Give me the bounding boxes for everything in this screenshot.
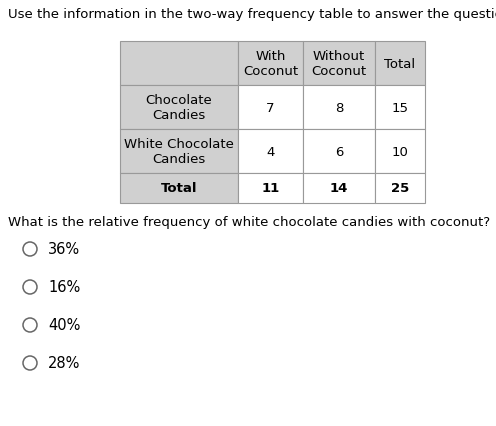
Text: 8: 8	[335, 101, 343, 114]
Bar	[238, 173, 303, 204]
Bar	[120, 86, 238, 130]
Bar	[303, 130, 375, 173]
Text: 14: 14	[330, 182, 348, 195]
Bar	[120, 130, 238, 173]
Text: Total: Total	[161, 182, 197, 195]
Circle shape	[23, 318, 37, 332]
Text: White Chocolate
Candies: White Chocolate Candies	[124, 138, 234, 166]
Text: 25: 25	[391, 182, 409, 195]
Bar	[375, 173, 425, 204]
Text: Without
Coconut: Without Coconut	[311, 50, 367, 78]
Circle shape	[23, 356, 37, 370]
Bar	[375, 130, 425, 173]
Bar	[238, 130, 303, 173]
Text: 7: 7	[266, 101, 275, 114]
Bar	[120, 173, 238, 204]
Text: Chocolate
Candies: Chocolate Candies	[146, 94, 212, 122]
Text: Use the information in the two-way frequency table to answer the question.: Use the information in the two-way frequ…	[8, 8, 496, 21]
Text: 10: 10	[391, 145, 408, 158]
Bar	[303, 42, 375, 86]
Bar	[375, 42, 425, 86]
Circle shape	[23, 280, 37, 294]
Text: 16%: 16%	[48, 280, 80, 295]
Circle shape	[23, 242, 37, 256]
Text: Total: Total	[384, 58, 416, 70]
Text: 15: 15	[391, 101, 409, 114]
Text: 40%: 40%	[48, 318, 80, 333]
Text: 6: 6	[335, 145, 343, 158]
Bar	[303, 173, 375, 204]
Bar	[238, 86, 303, 130]
Text: 28%: 28%	[48, 356, 80, 371]
Text: 4: 4	[266, 145, 275, 158]
Bar	[303, 86, 375, 130]
Bar	[375, 86, 425, 130]
Bar	[120, 42, 238, 86]
Text: 36%: 36%	[48, 242, 80, 257]
Text: 11: 11	[261, 182, 280, 195]
Text: What is the relative frequency of white chocolate candies with coconut?: What is the relative frequency of white …	[8, 216, 490, 228]
Text: With
Coconut: With Coconut	[243, 50, 298, 78]
Bar	[238, 42, 303, 86]
